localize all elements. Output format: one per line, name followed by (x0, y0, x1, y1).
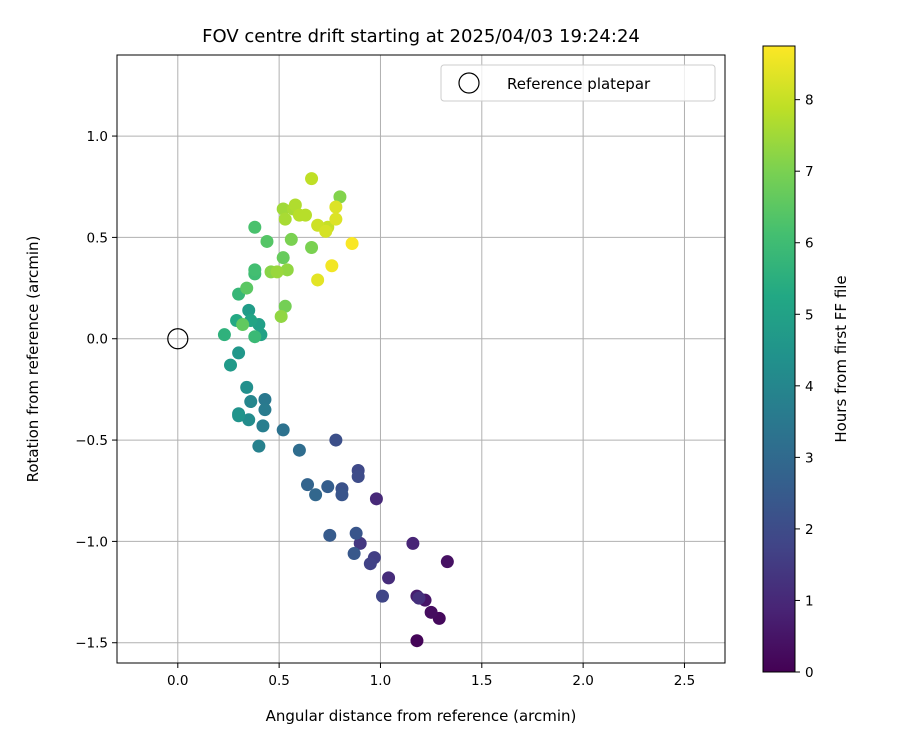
scatter-point (298, 208, 312, 222)
scatter-point (232, 409, 246, 423)
legend-open-circle-marker (458, 72, 480, 94)
scatter-point (333, 190, 347, 204)
scatter-point (351, 470, 365, 484)
legend: Reference platepar (440, 64, 716, 102)
x-tick-label: 2.5 (674, 673, 695, 689)
scatter-point (284, 232, 298, 246)
grid-lines (117, 55, 725, 663)
scatter-point (406, 536, 420, 550)
scatter-point (270, 265, 284, 279)
scatter-point (258, 393, 272, 407)
scatter-point (319, 224, 333, 238)
colorbar-tick-label: 3 (805, 450, 814, 466)
colorbar-tick-label: 4 (805, 379, 814, 395)
y-tick-label: 1.0 (87, 129, 108, 145)
scatter-point (440, 555, 454, 569)
scatter-point (347, 547, 361, 561)
scatter-point (321, 480, 335, 494)
scatter-point (278, 212, 292, 226)
colorbar: 0 1 2 3 4 5 6 7 8 Hours from first FF file (762, 45, 850, 681)
scatter-point (353, 536, 367, 550)
scatter-point (329, 212, 343, 226)
scatter-point (280, 263, 294, 277)
scatter-point (375, 589, 389, 603)
scatter-point (305, 241, 319, 255)
y-tick-label: −0.5 (75, 433, 108, 449)
scatter-point (309, 488, 323, 502)
scatter-point (244, 395, 258, 409)
scatter-point (410, 634, 424, 648)
scatter-point (248, 330, 262, 344)
scatter-point (232, 346, 246, 360)
scatter-point (311, 273, 325, 287)
scatter-point (412, 591, 426, 605)
y-tick-label: 0.5 (87, 230, 108, 246)
scatter-point (223, 358, 237, 372)
scatter-point (217, 328, 231, 342)
colorbar-tick-label: 7 (805, 164, 814, 180)
y-tick-label: 0.0 (87, 332, 108, 348)
scatter-point (335, 488, 349, 502)
x-tick-label: 1.0 (370, 673, 391, 689)
colorbar-tick-label: 2 (805, 522, 814, 538)
scatter-point (301, 478, 315, 492)
scatter-point (363, 557, 377, 571)
scatter-point (345, 236, 359, 250)
legend-box (440, 64, 716, 102)
x-tick-label: 1.5 (471, 673, 492, 689)
scatter-point (382, 571, 396, 585)
scatter-points (217, 172, 454, 648)
scatter-point (248, 263, 262, 277)
colorbar-tick-label: 1 (805, 593, 814, 609)
scatter-point (276, 202, 290, 216)
y-axis-label: Rotation from reference (arcmin) (24, 236, 42, 483)
x-tick-label: 2.0 (572, 673, 593, 689)
legend-entry-reference-platepar: Reference platepar (507, 75, 651, 93)
colorbar-tick-label: 0 (805, 665, 814, 681)
scatter-point (236, 318, 250, 332)
scatter-point (274, 309, 288, 323)
reference-platepar-marker (167, 328, 189, 350)
scatter-point (305, 172, 319, 186)
scatter-point (260, 234, 274, 248)
scatter-point (424, 605, 438, 619)
colorbar-ticks: 0 1 2 3 4 5 6 7 8 (795, 93, 814, 681)
scatter-point (248, 220, 262, 234)
scatter-point (292, 443, 306, 457)
scatter-point (329, 433, 343, 447)
colorbar-label: Hours from first FF file (832, 275, 850, 442)
colorbar-tick-label: 6 (805, 236, 814, 252)
scatter-point (323, 528, 337, 542)
colorbar-gradient (762, 45, 796, 673)
scatter-point (240, 281, 254, 295)
plot-frame (116, 54, 726, 664)
scatter-point (242, 413, 256, 427)
scatter-point (288, 198, 302, 212)
colorbar-tick-label: 8 (805, 93, 814, 109)
x-tick-label: 0.5 (268, 673, 289, 689)
x-axis-label: Angular distance from reference (arcmin) (266, 707, 577, 725)
scatter-point (240, 380, 254, 394)
scatter-point (349, 526, 363, 540)
chart-title: FOV centre drift starting at 2025/04/03 … (202, 26, 640, 47)
scatter-point (276, 251, 290, 265)
scatter-point (242, 303, 256, 317)
y-tick-label: −1.5 (75, 636, 108, 652)
scatter-point (258, 403, 272, 417)
scatter-point (276, 423, 290, 437)
reference-layer (167, 328, 189, 350)
x-axis-ticks: 0.0 0.5 1.0 1.5 2.0 2.5 (167, 663, 695, 689)
scatter-point (256, 419, 270, 433)
x-tick-label: 0.0 (167, 673, 188, 689)
scatter-point (325, 259, 339, 273)
y-axis-ticks: 1.0 0.5 0.0 −0.5 −1.0 −1.5 (75, 129, 117, 652)
scatter-point (329, 200, 343, 214)
scatter-point (278, 299, 292, 313)
colorbar-tick-label: 5 (805, 307, 814, 323)
scatter-point (369, 492, 383, 506)
y-tick-label: −1.0 (75, 534, 108, 550)
scatter-point (252, 439, 266, 453)
